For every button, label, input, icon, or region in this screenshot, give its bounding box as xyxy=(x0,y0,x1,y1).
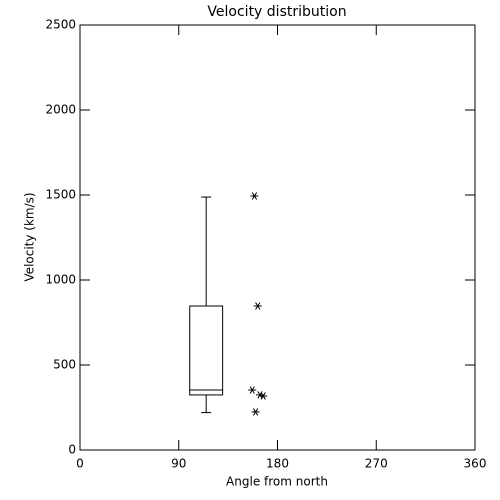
y-axis-label: Velocity (km/s) xyxy=(23,192,37,281)
outlier xyxy=(253,302,262,310)
x-axis-label: Angle from north xyxy=(226,475,328,489)
chart-title: Velocity distribution xyxy=(207,4,346,20)
y-tick-label: 0 xyxy=(68,443,76,457)
outlier xyxy=(248,386,257,394)
y-tick-label: 1500 xyxy=(45,188,76,202)
outlier xyxy=(251,408,260,416)
outlier xyxy=(259,392,268,400)
x-tick-label: 270 xyxy=(365,457,388,471)
y-tick-label: 1000 xyxy=(45,273,76,287)
x-tick-label: 90 xyxy=(171,457,186,471)
x-tick-label: 0 xyxy=(76,457,84,471)
plot-frame xyxy=(79,24,476,451)
y-tick-label: 2000 xyxy=(45,103,76,117)
x-tick-label: 180 xyxy=(266,457,289,471)
y-tick-label: 2500 xyxy=(45,18,76,32)
outlier xyxy=(250,192,259,200)
box xyxy=(189,305,224,396)
x-tick-label: 360 xyxy=(464,457,487,471)
y-tick-label: 500 xyxy=(53,358,76,372)
